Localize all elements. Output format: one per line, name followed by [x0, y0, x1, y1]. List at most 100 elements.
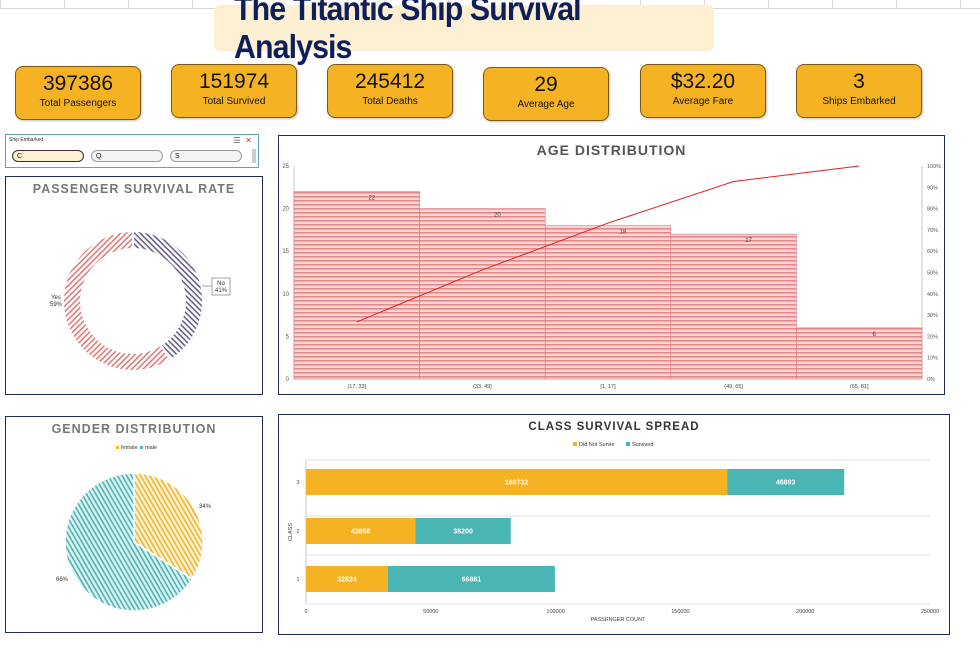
age-category-label: [1, 17]: [600, 384, 616, 390]
x-tick-label: 0: [304, 609, 307, 615]
kpi-label: Total Survived: [202, 96, 266, 107]
age-bar-value-label: 17: [745, 238, 752, 244]
no-label-box: [211, 277, 231, 296]
legend-label-female: female: [121, 445, 138, 451]
kpi-ships-embarked: 3 Ships Embarked: [796, 64, 922, 118]
male-percent-label: 66%: [56, 577, 69, 583]
y2-tick-label: 30%: [927, 313, 938, 319]
slicer-item-c[interactable]: C: [12, 150, 84, 162]
class-bar-value-label: 38200: [453, 529, 473, 536]
class-bar-segment: [387, 566, 555, 592]
slicer-item-q[interactable]: Q: [91, 150, 163, 162]
x-axis-title: PASSENGER COUNT: [591, 617, 647, 623]
gender-distribution-panel: GENDER DISTRIBUTION female male 34% 66%: [5, 416, 263, 633]
age-distribution-panel: AGE DISTRIBUTION 0 5 10 15 20 25 0% 10% 20% 30% 40…: [278, 135, 945, 395]
class-category-label: 2: [296, 529, 299, 535]
x-tick-label: 50000: [423, 609, 438, 615]
donut-slice-no: [132, 229, 204, 362]
kpi-total-deaths: 245412 Total Deaths: [327, 64, 453, 118]
x-tick-label: 200000: [796, 609, 814, 615]
legend-label-survived: Survived: [632, 442, 653, 448]
kpi-value: $32.20: [670, 70, 736, 93]
y2-tick-label: 80%: [927, 207, 938, 213]
kpi-value: 151974: [198, 70, 270, 93]
x-tick-label: 150000: [671, 609, 689, 615]
kpi-average-age: 29 Average Age: [483, 67, 609, 121]
age-distribution-chart: 0 5 10 15 20 25 0% 10% 20% 30% 40% 50% 60% 70% 80% 90% 1…: [282, 164, 941, 390]
kpi-label: Total Passengers: [39, 98, 117, 109]
age-bar-value-label: 22: [368, 196, 375, 202]
kpi-total-survived: 151974 Total Survived: [171, 64, 297, 118]
y-tick-label: 5: [286, 334, 290, 340]
y-tick-label: 20: [282, 207, 289, 213]
slicer-scrollbar[interactable]: [252, 149, 256, 163]
donut-slice-yes: [62, 229, 172, 372]
multi-select-icon[interactable]: ☰: [233, 136, 241, 145]
y2-tick-label: 50%: [927, 271, 938, 277]
yes-data-label-value: 59%: [50, 302, 63, 308]
age-bar-value-label: 18: [620, 230, 627, 236]
class-bar-segment: [306, 566, 388, 592]
class-bar-segment: [306, 469, 728, 495]
age-bar-value-label: 6: [873, 332, 877, 338]
kpi-label: Average Fare: [672, 96, 734, 107]
class-bar-value-label: 168732: [505, 480, 528, 487]
y2-tick-label: 10%: [927, 356, 938, 362]
yes-data-label-name: Yes: [51, 295, 61, 301]
cumulative-percent-line: [356, 165, 860, 323]
age-bar: [670, 233, 797, 380]
survival-rate-panel: PASSENGER SURVIVAL RATE No 41% Yes 59%: [5, 176, 263, 395]
legend-label-male: male: [145, 445, 157, 451]
y-tick-label: 10: [282, 292, 289, 298]
legend-swatch-did-not-survive: [573, 442, 577, 446]
kpi-label: Average Age: [517, 99, 575, 110]
y-tick-label: 15: [282, 249, 289, 255]
class-bar-value-label: 46893: [776, 480, 796, 487]
dashboard-title-box: The Titantic Ship Survival Analysis: [214, 0, 714, 65]
class-bar-value-label: 43856: [351, 529, 371, 536]
y2-tick-label: 20%: [927, 334, 938, 340]
female-percent-label: 34%: [199, 504, 212, 510]
age-bar: [293, 191, 420, 380]
class-survival-title: CLASS SURVIVAL SPREAD: [528, 421, 700, 433]
y2-tick-label: 100%: [927, 164, 941, 170]
y2-tick-label: 90%: [927, 185, 938, 191]
survival-rate-title: PASSENGER SURVIVAL RATE: [32, 182, 236, 196]
legend-swatch-male: [140, 446, 143, 449]
kpi-average-fare: $32.20 Average Fare: [640, 64, 766, 118]
gender-pie-chart: female male 34% 66%: [56, 445, 212, 612]
age-bar: [544, 225, 672, 380]
age-category-label: (17, 33]: [347, 384, 366, 390]
age-distribution-title: AGE DISTRIBUTION: [536, 142, 687, 158]
kpi-value: 245412: [354, 70, 426, 93]
y2-tick-label: 60%: [927, 249, 938, 255]
class-bar-segment: [415, 518, 511, 544]
slicer-item-s[interactable]: S: [170, 150, 242, 162]
y-axis-title: CLASS: [288, 523, 294, 541]
age-category-label: (49, 65]: [724, 384, 743, 390]
legend-label-did-not-survive: Did Not Survie: [579, 442, 614, 448]
x-tick-label: 250000: [921, 609, 939, 615]
no-data-label-name: No: [217, 281, 225, 287]
y-tick-label: 25: [282, 164, 289, 170]
class-survival-panel: CLASS SURVIVAL SPREAD Did Not Survie Surv…: [278, 414, 950, 635]
gender-distribution-title: GENDER DISTRIBUTION: [51, 422, 217, 436]
dashboard-title: The Titantic Ship Survival Analysis: [234, 0, 582, 65]
clear-filter-icon[interactable]: ✕: [245, 136, 252, 145]
x-tick-label: 100000: [546, 609, 564, 615]
legend-swatch-survived: [626, 442, 630, 446]
class-bar-segment: [727, 469, 845, 495]
class-bar-value-label: 32824: [337, 577, 357, 584]
kpi-value: 3: [853, 70, 865, 93]
kpi-label: Total Deaths: [362, 96, 418, 107]
class-category-label: 3: [296, 480, 299, 486]
class-category-label: 1: [296, 577, 299, 583]
kpi-value: 397386: [42, 72, 114, 95]
ship-embarked-slicer: Ship Embarked ☰ ✕ C Q S: [5, 134, 259, 168]
class-survival-chart: Did Not Survie Survived 0 50000 100000 150000…: [288, 442, 939, 623]
age-bar: [419, 208, 546, 380]
no-data-label-value: 41%: [215, 288, 228, 294]
age-bar-value-label: 20: [494, 213, 501, 219]
age-category-label: (65, 81]: [850, 384, 869, 390]
